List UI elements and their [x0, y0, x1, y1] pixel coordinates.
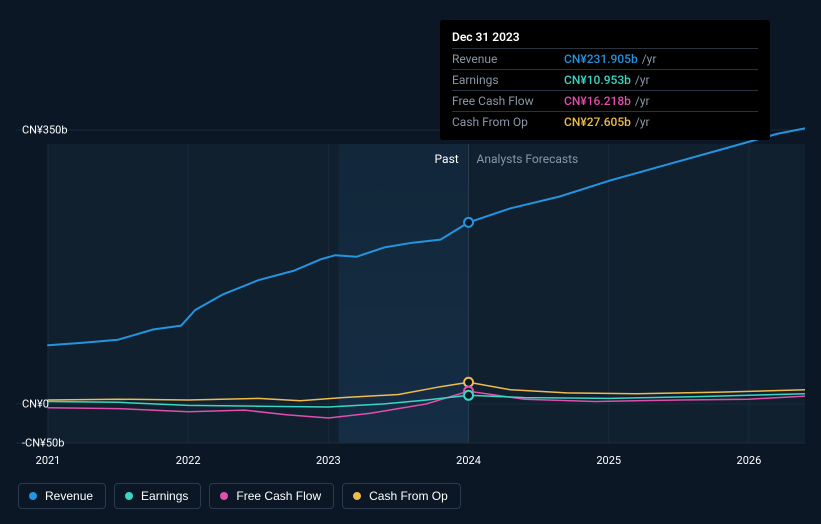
tooltip-row-value: CN¥231.905b [564, 52, 638, 66]
tooltip-row-unit: /yr [635, 115, 650, 129]
past-label: Past [435, 152, 459, 166]
legend-label: Earnings [141, 489, 188, 503]
tooltip-row-label: Earnings [452, 73, 564, 87]
legend-label: Revenue [45, 489, 93, 503]
marker-cash_from_op [464, 378, 473, 387]
y-tick-label: CN¥0 [22, 397, 49, 410]
tooltip-row-unit: /yr [642, 52, 657, 66]
tooltip-row-value: CN¥16.218b [564, 94, 631, 108]
x-tick-label: 2022 [176, 454, 201, 467]
tooltip-row-unit: /yr [635, 73, 650, 87]
forecast-label: Analysts Forecasts [477, 152, 579, 166]
legend-item-free-cash-flow[interactable]: Free Cash Flow [209, 483, 334, 509]
chart-legend: Revenue Earnings Free Cash Flow Cash From O… [18, 483, 461, 509]
tooltip-row: EarningsCN¥10.953b/yr [452, 69, 758, 90]
legend-label: Free Cash Flow [236, 489, 321, 503]
y-tick-label: CN¥350b [22, 124, 68, 137]
legend-dot [220, 492, 228, 500]
tooltip-date: Dec 31 2023 [452, 30, 758, 48]
tooltip-row-label: Free Cash Flow [452, 94, 564, 108]
legend-label: Cash From Op [369, 489, 448, 503]
marker-revenue [464, 218, 473, 227]
tooltip-row: Free Cash FlowCN¥16.218b/yr [452, 90, 758, 111]
tooltip-row-value: CN¥27.605b [564, 115, 631, 129]
legend-item-earnings[interactable]: Earnings [114, 483, 201, 509]
y-tick-label: -CN¥50b [22, 437, 64, 450]
tooltip-row-unit: /yr [635, 94, 650, 108]
legend-dot [125, 492, 133, 500]
tooltip-row-label: Cash From Op [452, 115, 564, 129]
x-tick-label: 2021 [36, 454, 61, 467]
x-tick-label: 2026 [737, 454, 762, 467]
financials-chart: Past Analysts Forecasts Dec 31 2023 Reve… [16, 0, 805, 465]
tooltip-row: Cash From OpCN¥27.605b/yr [452, 111, 758, 132]
legend-dot [29, 492, 37, 500]
chart-tooltip: Dec 31 2023 RevenueCN¥231.905b/yrEarning… [440, 20, 770, 140]
legend-dot [353, 492, 361, 500]
x-tick-label: 2023 [316, 454, 341, 467]
legend-item-cash-from-op[interactable]: Cash From Op [342, 483, 461, 509]
tooltip-row-label: Revenue [452, 52, 564, 66]
legend-item-revenue[interactable]: Revenue [18, 483, 106, 509]
x-tick-label: 2024 [456, 454, 481, 467]
x-tick-label: 2025 [596, 454, 621, 467]
marker-earnings [464, 391, 473, 400]
tooltip-row: RevenueCN¥231.905b/yr [452, 48, 758, 69]
tooltip-row-value: CN¥10.953b [564, 73, 631, 87]
